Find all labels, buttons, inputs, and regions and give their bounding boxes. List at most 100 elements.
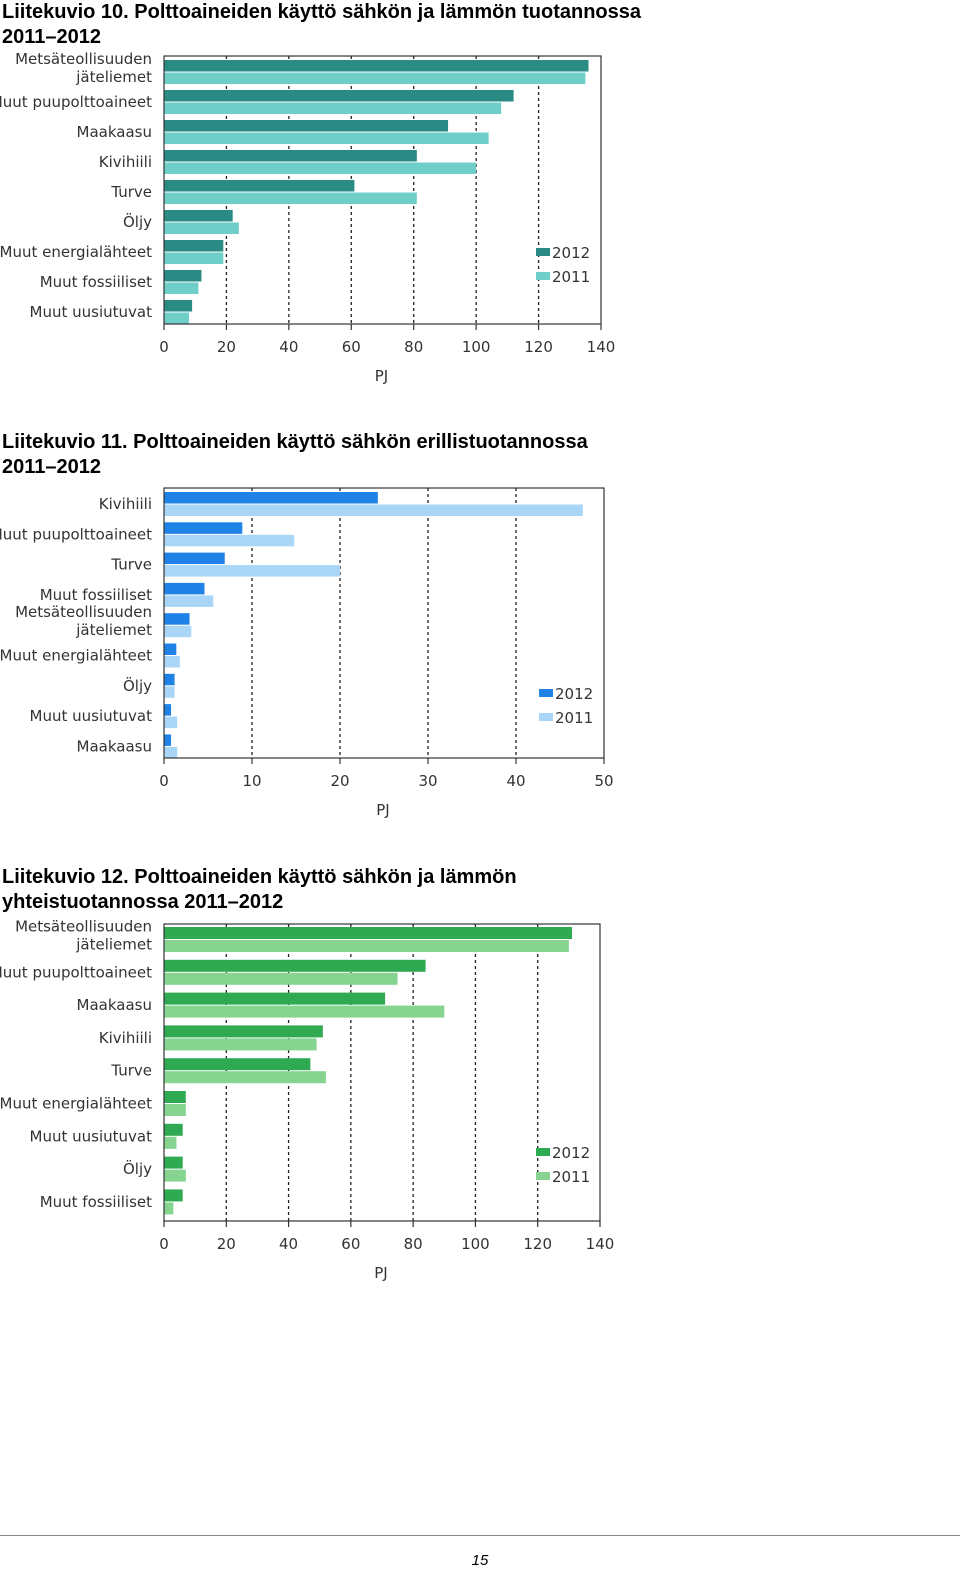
category-label: Maakaasu	[77, 996, 152, 1014]
category-label-line: Muut uusiutuvat	[30, 1127, 153, 1145]
legend-label-2011: 2011	[555, 709, 593, 727]
bar-2011	[164, 312, 189, 324]
bar-2011	[164, 282, 199, 294]
category-label: Metsäteollisuuden jäteliemet	[15, 50, 152, 86]
legend-label-2011: 2011	[552, 1168, 590, 1186]
category-label: Muut puupolttoaineet	[0, 963, 152, 981]
legend-swatch-2012	[536, 248, 550, 256]
bar-2011	[164, 1136, 177, 1149]
bar-2011	[164, 686, 175, 698]
category-label: Öljy	[123, 1159, 152, 1178]
bar-2012	[164, 1189, 183, 1202]
category-label: Maakaasu	[77, 737, 152, 755]
category-label-line: Muut energialähteet	[0, 647, 152, 665]
category-label-line: Turve	[110, 1062, 152, 1080]
x-tick-label: 80	[404, 1235, 423, 1253]
x-tick-label: 30	[418, 772, 437, 790]
legend-swatch-2011	[536, 272, 550, 280]
x-tick-label: 20	[217, 338, 236, 356]
bar-2011	[164, 1005, 445, 1018]
category-label: Muut uusiutuvat	[30, 1127, 153, 1145]
bar-2011	[164, 625, 192, 638]
bar-2011	[164, 746, 178, 759]
x-tick-label: 140	[587, 338, 616, 356]
bar-2012	[164, 673, 175, 686]
bar-2012	[164, 270, 202, 282]
category-label-line: Muut puupolttoaineet	[0, 93, 152, 111]
bar-2011	[164, 504, 583, 516]
legend-swatch-2012	[539, 689, 553, 697]
category-label-line: Turve	[110, 183, 152, 201]
bar-2012	[164, 959, 426, 972]
bar-2011	[164, 716, 178, 729]
category-label: Metsäteollisuuden jäteliemet	[15, 603, 152, 639]
bar-2012	[164, 90, 514, 102]
figure-10-title-line1: Liitekuvio 10. Polttoaineiden käyttö säh…	[2, 1, 642, 23]
x-tick-label: 40	[279, 338, 298, 356]
bar-2011	[164, 72, 586, 84]
category-label: Maakaasu	[77, 123, 152, 141]
legend-label-2012: 2012	[552, 244, 590, 262]
legend-label-2011: 2011	[552, 268, 590, 286]
bar-2011	[164, 972, 398, 985]
category-label: Muut energialähteet	[0, 1095, 152, 1113]
category-label: Kivihiili	[99, 153, 152, 171]
bar-2012	[164, 643, 177, 655]
x-axis-label: PJ	[375, 367, 388, 385]
bar-2011	[164, 192, 417, 204]
x-tick-label: 120	[523, 1235, 552, 1253]
category-label: Öljy	[123, 212, 152, 231]
x-tick-label: 0	[159, 338, 169, 356]
category-label-line: Kivihiili	[99, 153, 152, 171]
figure-11-title-line2: 2011–2012	[2, 456, 102, 478]
category-label-line: Muut fossiiliset	[40, 586, 152, 604]
bar-2012	[164, 522, 243, 534]
x-tick-label: 20	[217, 1235, 236, 1253]
x-axis-label: PJ	[374, 1264, 387, 1282]
bar-2012	[164, 734, 172, 746]
category-label-line: Öljy	[123, 1159, 152, 1178]
bar-2012	[164, 492, 378, 504]
category-label-line: Muut uusiutuvat	[30, 303, 153, 321]
plot-frame	[163, 487, 605, 759]
x-tick-label: 0	[159, 772, 169, 790]
fuel-use-chp-chart: Metsäteollisuuden jäteliemet Muut puupoltt…	[0, 918, 614, 1283]
category-label: Muut fossiiliset	[40, 586, 152, 604]
legend-label-2012: 2012	[555, 685, 593, 703]
category-label-line: Muut energialähteet	[0, 1095, 152, 1113]
category-label: Turve	[110, 1062, 152, 1080]
bar-2012	[164, 210, 233, 222]
legend-label-2012: 2012	[552, 1144, 590, 1162]
x-tick-label: 60	[341, 1235, 360, 1253]
figure-11-title: Liitekuvio 11. Polttoaineiden käyttö säh…	[2, 430, 702, 480]
category-label-line: jäteliemet	[75, 936, 152, 954]
figure-12-title: Liitekuvio 12. Polttoaineiden käyttö säh…	[2, 865, 702, 915]
category-label: Muut fossiiliset	[40, 1193, 152, 1211]
category-label-line: Muut uusiutuvat	[30, 707, 153, 725]
x-tick-label: 50	[594, 772, 613, 790]
category-label-line: Öljy	[123, 676, 152, 695]
footer-divider	[0, 1535, 960, 1536]
bar-2011	[164, 102, 502, 114]
bar-2011	[164, 534, 295, 547]
bar-2012	[164, 240, 224, 252]
category-label-line: Metsäteollisuuden	[15, 918, 152, 936]
category-label: Turve	[110, 183, 152, 201]
fuel-use-separate-electricity-chart: Kivihiili Muut puupolttoaineet Turve Muut f…	[0, 487, 614, 819]
bar-2012	[164, 180, 355, 192]
bar-2012	[164, 927, 572, 939]
category-label-line: Maakaasu	[77, 737, 152, 755]
bar-2012	[164, 150, 417, 162]
category-label-line: Muut puupolttoaineet	[0, 525, 152, 543]
bar-2011	[164, 1071, 326, 1084]
category-label-line: Maakaasu	[77, 123, 152, 141]
bar-2011	[164, 595, 214, 607]
x-tick-label: 40	[506, 772, 525, 790]
category-label-line: Öljy	[123, 212, 152, 231]
bar-2012	[164, 1058, 311, 1071]
x-tick-label: 40	[279, 1235, 298, 1253]
x-tick-label: 10	[242, 772, 261, 790]
x-tick-label: 60	[342, 338, 361, 356]
bar-2012	[164, 613, 190, 625]
page-number: 15	[471, 1552, 489, 1569]
